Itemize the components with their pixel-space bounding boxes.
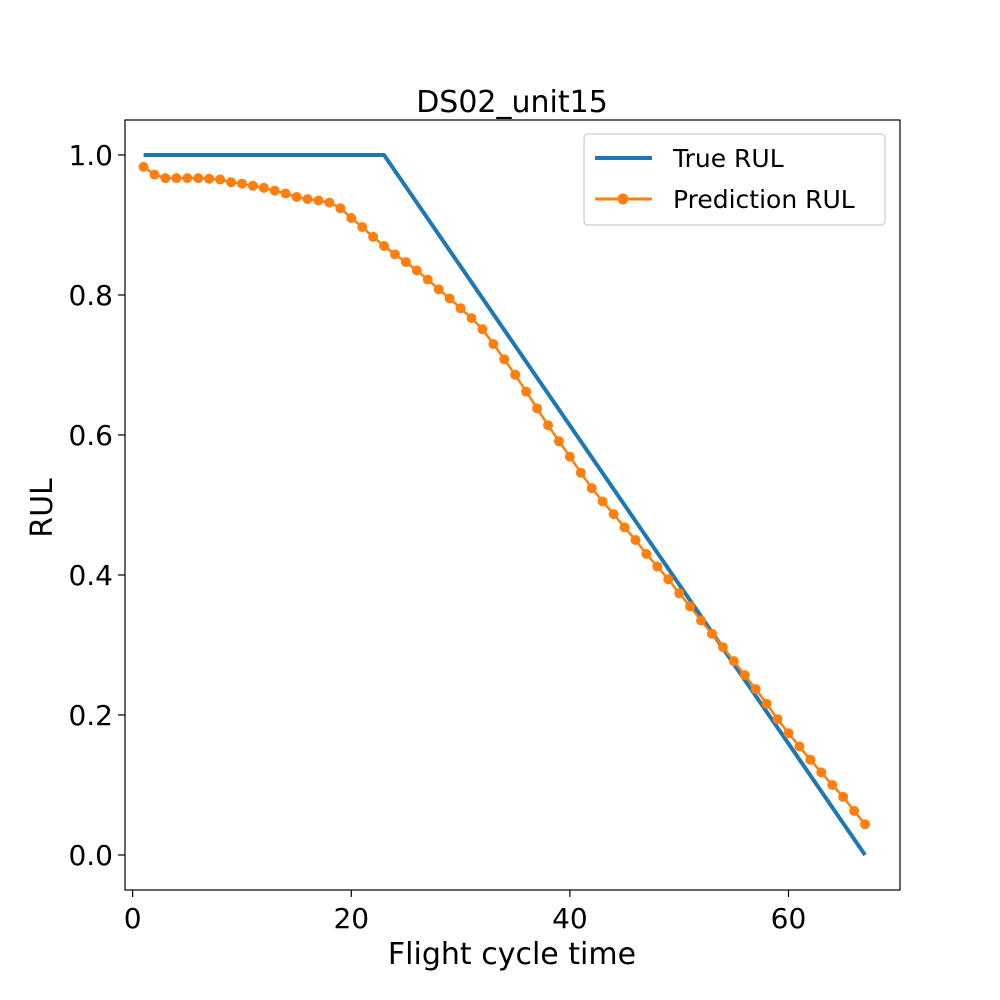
data-point-prediction-rul xyxy=(302,194,313,205)
data-point-prediction-rul xyxy=(772,714,783,725)
data-point-prediction-rul xyxy=(215,174,226,185)
x-axis-label: Flight cycle time xyxy=(388,937,636,972)
data-point-prediction-rul xyxy=(422,274,433,285)
data-point-prediction-rul xyxy=(269,185,280,196)
data-point-prediction-rul xyxy=(444,293,455,304)
y-axis-ticks: 0.0 0.2 0.4 0.6 0.8 1.0 xyxy=(68,139,125,872)
data-point-prediction-rul xyxy=(477,324,488,335)
data-point-prediction-rul xyxy=(838,791,849,802)
data-point-prediction-rul xyxy=(608,509,619,520)
data-point-prediction-rul xyxy=(575,467,586,478)
data-point-prediction-rul xyxy=(258,182,269,193)
data-point-prediction-rul xyxy=(488,339,499,349)
data-point-prediction-rul xyxy=(335,203,346,214)
y-tick-label: 0.0 xyxy=(68,839,113,872)
x-tick-label: 0 xyxy=(124,902,142,935)
data-point-prediction-rul xyxy=(368,231,379,242)
data-point-prediction-rul xyxy=(674,588,685,599)
data-point-prediction-rul xyxy=(149,169,160,180)
data-point-prediction-rul xyxy=(379,241,390,251)
data-point-prediction-rul xyxy=(433,284,444,295)
legend: True RUL Prediction RUL xyxy=(583,133,886,226)
data-point-prediction-rul xyxy=(849,805,860,816)
series-line-prediction-rul xyxy=(142,165,866,825)
y-tick-label: 0.2 xyxy=(68,699,113,732)
data-point-prediction-rul xyxy=(499,354,510,365)
data-point-prediction-rul xyxy=(160,173,171,184)
x-tick-label: 40 xyxy=(552,902,588,935)
data-point-prediction-rul xyxy=(728,656,739,667)
data-point-prediction-rul xyxy=(543,420,554,431)
legend-prediction-rul-label: Prediction RUL xyxy=(673,185,855,214)
data-point-prediction-rul xyxy=(794,741,805,752)
data-point-prediction-rul xyxy=(466,313,477,324)
data-point-prediction-rul xyxy=(827,780,838,790)
data-point-prediction-rul xyxy=(805,754,816,765)
data-point-prediction-rul xyxy=(389,249,400,260)
y-tick-label: 0.8 xyxy=(68,279,113,312)
x-tick-label: 60 xyxy=(771,902,807,935)
data-point-prediction-rul xyxy=(860,819,871,830)
data-point-prediction-rul xyxy=(455,303,466,314)
data-point-prediction-rul xyxy=(597,496,608,507)
data-point-prediction-rul xyxy=(280,188,291,199)
x-tick-label: 20 xyxy=(333,902,369,935)
data-point-prediction-rul xyxy=(400,257,411,268)
y-tick-label: 0.6 xyxy=(68,419,113,452)
data-point-prediction-rul xyxy=(641,549,652,559)
data-point-prediction-rul xyxy=(739,670,750,681)
data-point-prediction-rul xyxy=(182,173,193,184)
data-point-prediction-rul xyxy=(696,615,707,626)
data-point-prediction-rul xyxy=(783,728,794,739)
data-point-prediction-rul xyxy=(138,161,149,172)
data-point-prediction-rul xyxy=(291,192,302,202)
data-point-prediction-rul xyxy=(816,767,827,778)
data-point-prediction-rul xyxy=(510,369,521,380)
data-point-prediction-rul xyxy=(630,535,641,545)
data-point-prediction-rul xyxy=(324,197,335,208)
data-point-prediction-rul xyxy=(685,601,696,612)
data-point-prediction-rul xyxy=(564,451,575,462)
data-point-prediction-rul xyxy=(619,522,630,533)
data-point-prediction-rul xyxy=(532,403,543,414)
data-point-prediction-rul xyxy=(553,436,564,447)
plot-frame xyxy=(124,119,901,891)
chart-title: DS02_unit15 xyxy=(416,85,608,120)
x-axis-ticks: 0 20 40 60 xyxy=(124,890,807,935)
data-point-prediction-rul xyxy=(706,628,717,639)
data-point-prediction-rul xyxy=(313,195,324,206)
data-point-prediction-rul xyxy=(357,222,368,233)
legend-box xyxy=(583,133,886,226)
data-point-prediction-rul xyxy=(236,178,247,189)
series-line-true-rul xyxy=(143,153,867,857)
legend-prediction-rul-marker xyxy=(617,193,629,205)
data-point-prediction-rul xyxy=(750,684,761,695)
data-point-prediction-rul xyxy=(586,483,597,494)
data-point-prediction-rul xyxy=(411,265,422,276)
y-tick-label: 0.4 xyxy=(68,559,113,592)
data-point-prediction-rul xyxy=(652,561,663,572)
data-point-prediction-rul xyxy=(171,173,182,184)
legend-true-rul-label: True RUL xyxy=(672,144,784,173)
data-point-prediction-rul xyxy=(346,213,357,223)
plot-layer xyxy=(138,153,871,857)
data-point-prediction-rul xyxy=(204,173,215,184)
data-point-prediction-rul xyxy=(761,698,772,709)
y-tick-label: 1.0 xyxy=(68,139,113,172)
data-point-prediction-rul xyxy=(193,173,204,184)
data-point-prediction-rul xyxy=(717,642,728,653)
data-point-prediction-rul xyxy=(521,386,532,397)
data-point-prediction-rul xyxy=(247,180,258,191)
data-point-prediction-rul xyxy=(226,177,237,188)
data-point-prediction-rul xyxy=(663,574,674,585)
y-axis-label: RUL xyxy=(25,478,60,538)
